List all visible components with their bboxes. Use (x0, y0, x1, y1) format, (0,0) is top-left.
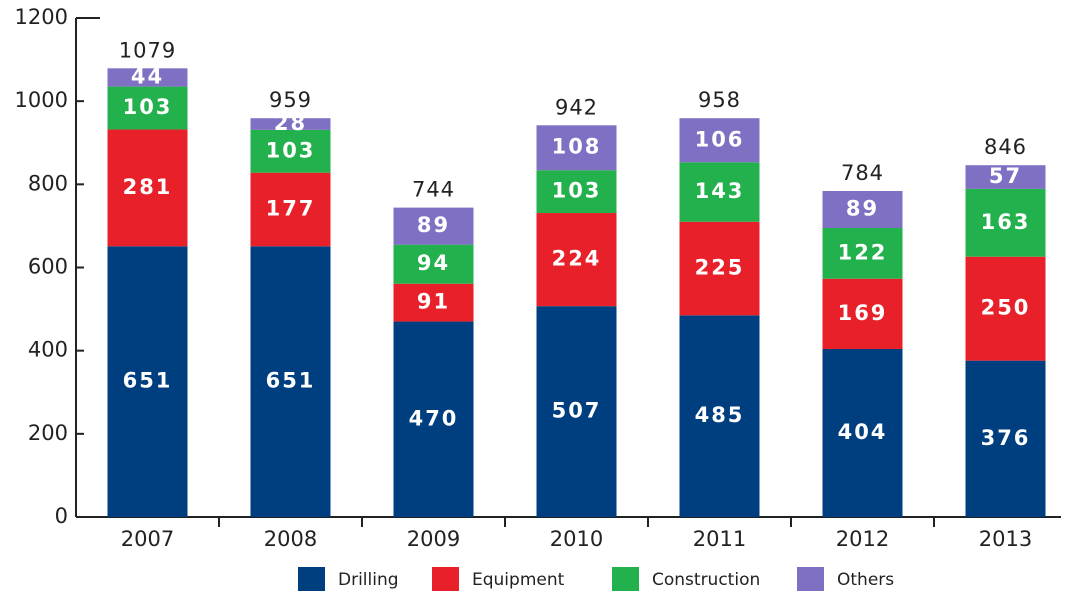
bar-segment (536, 170, 617, 214)
segment-label: 108 (552, 135, 602, 159)
total-label: 846 (984, 135, 1027, 159)
bar-segment (250, 129, 331, 173)
total-label: 959 (269, 88, 312, 112)
bar-segment (393, 321, 474, 517)
bar-segment (536, 125, 617, 171)
bar-segment (822, 349, 903, 517)
segment-label: 89 (417, 213, 450, 237)
segment-label: 94 (417, 251, 450, 275)
bar-segment (822, 190, 903, 228)
bar-segment (965, 165, 1046, 189)
legend-label: Construction (652, 570, 760, 590)
bar-segment (822, 278, 903, 350)
x-tick-label: 2007 (121, 527, 174, 551)
bar-segment (679, 162, 760, 222)
total-label: 958 (698, 88, 741, 112)
bar-segment (679, 118, 760, 163)
bar-segment (250, 118, 331, 130)
segment-label: 103 (552, 179, 602, 203)
segment-label: 169 (838, 301, 888, 325)
segment-label: 281 (123, 175, 173, 199)
segment-label: 106 (695, 127, 745, 151)
total-label: 744 (412, 178, 455, 202)
bar-segment (536, 306, 617, 517)
y-tick-label: 1200 (15, 5, 68, 29)
segment-label: 404 (838, 420, 888, 444)
segment-label: 485 (695, 403, 745, 427)
bar-segment (393, 244, 474, 284)
total-label: 1079 (119, 38, 176, 62)
legend-swatch (298, 567, 325, 591)
bar-segment (107, 86, 188, 130)
bar-segment (679, 221, 760, 316)
legend-label: Equipment (472, 570, 565, 590)
segment-label: 91 (417, 290, 450, 314)
bar-segment (250, 246, 331, 518)
y-tick-label: 400 (28, 338, 68, 362)
segment-label: 376 (981, 426, 1031, 450)
x-tick-label: 2010 (550, 527, 603, 551)
x-tick-label: 2009 (407, 527, 460, 551)
segment-label: 44 (131, 64, 164, 88)
bar-segment (679, 315, 760, 517)
segment-label: 103 (266, 138, 316, 162)
bar-segment (107, 129, 188, 247)
segment-label: 470 (409, 406, 459, 430)
x-tick-label: 2008 (264, 527, 317, 551)
x-tick-label: 2012 (836, 527, 889, 551)
segment-label: 651 (123, 369, 173, 393)
bar-segment (393, 207, 474, 245)
legend-swatch (432, 567, 459, 591)
segment-label: 143 (695, 179, 745, 203)
bar-segment (965, 188, 1046, 257)
segment-label: 651 (266, 369, 316, 393)
segment-label: 57 (989, 164, 1022, 188)
total-label: 942 (555, 95, 598, 119)
segment-label: 250 (981, 296, 1031, 320)
segment-label: 89 (846, 196, 879, 220)
bar-segment (822, 227, 903, 279)
segment-label: 225 (695, 256, 745, 280)
segment-label: 224 (552, 247, 602, 271)
y-tick-label: 0 (55, 504, 68, 528)
total-label: 784 (841, 161, 884, 185)
y-tick-label: 800 (28, 171, 68, 195)
y-tick-label: 600 (28, 255, 68, 279)
legend-label: Drilling (338, 570, 399, 590)
segment-label: 177 (266, 196, 316, 220)
legend-label: Others (837, 570, 894, 590)
segment-label: 507 (552, 399, 602, 423)
bar-segment (965, 256, 1046, 361)
segment-label: 163 (981, 210, 1031, 234)
segment-label: 122 (838, 240, 888, 264)
segment-label: 103 (123, 95, 173, 119)
bar-segment (536, 213, 617, 307)
bar-segment (965, 360, 1046, 517)
bar-segment (393, 283, 474, 322)
segment-label: 28 (274, 111, 307, 135)
bar-segment (107, 68, 188, 87)
bar-segment (250, 172, 331, 247)
y-tick-label: 200 (28, 421, 68, 445)
legend-swatch (612, 567, 639, 591)
x-tick-label: 2011 (693, 527, 746, 551)
y-tick-label: 1000 (15, 88, 68, 112)
bar-segment (107, 246, 188, 518)
x-tick-label: 2013 (979, 527, 1032, 551)
legend-swatch (797, 567, 824, 591)
